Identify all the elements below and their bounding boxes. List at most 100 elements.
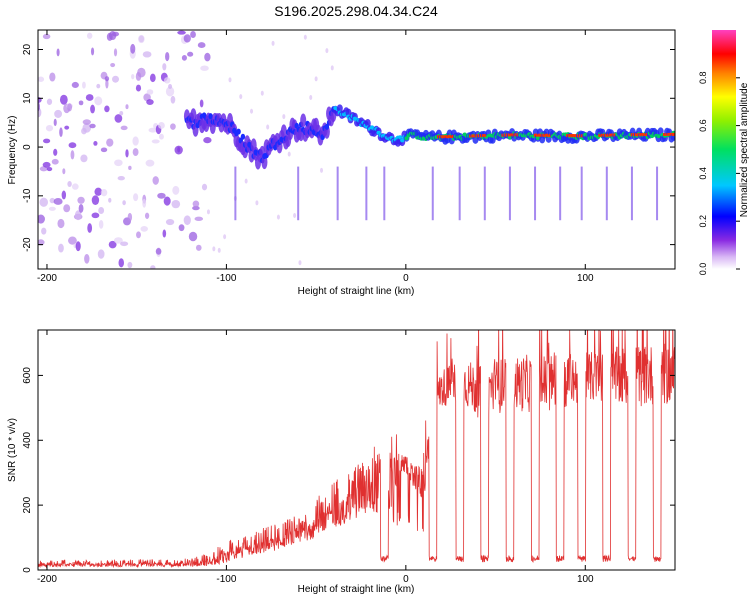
spectrogram-cell — [130, 43, 136, 54]
spectrogram-cell — [56, 48, 60, 57]
spectrogram-cell — [48, 206, 56, 211]
spectrogram-cell — [82, 119, 91, 125]
spectrogram-cell — [127, 261, 133, 269]
colorbar: 0.0 0.2 0.4 0.6 0.8 Normalized spectral ampl… — [698, 30, 750, 275]
spectrogram-cell — [142, 51, 152, 58]
spectrogram-cell — [400, 138, 405, 143]
spectrogram-cell — [112, 31, 120, 37]
x-tick-label: -100 — [216, 574, 236, 585]
spectrogram-streak — [630, 166, 633, 221]
spectrogram-cell — [98, 220, 104, 229]
spectrogram-cell — [208, 113, 213, 120]
spectrogram-cell — [46, 166, 53, 172]
spectrogram-cell — [303, 34, 307, 40]
spectrogram-cell — [85, 94, 94, 101]
spectrogram-cell — [93, 141, 98, 146]
spectrogram-ylabel: Frequency (Hz) — [7, 116, 18, 185]
spectrogram-cell — [62, 168, 66, 175]
spectrogram-cell — [118, 258, 124, 268]
spectrogram-cell — [174, 145, 183, 155]
spectrogram-cell — [309, 95, 313, 101]
spectrogram-streak — [508, 166, 511, 221]
spectrogram-cell — [148, 127, 158, 133]
colorbar-gradient — [712, 30, 736, 269]
spectrogram-cell — [58, 243, 64, 253]
spectrogram-cell — [276, 214, 280, 220]
spectrogram-cell — [183, 34, 191, 43]
spectrogram-cell — [146, 89, 154, 95]
spectrogram-cell — [190, 31, 196, 39]
spectrogram-cell — [192, 200, 200, 208]
spectrogram-cell — [113, 237, 123, 244]
spectrogram-cell — [78, 100, 84, 106]
spectrogram-cell — [114, 114, 123, 123]
spectrogram-cell — [643, 133, 648, 137]
spectrogram-cell — [90, 47, 95, 56]
spectrogram-cell — [108, 197, 112, 203]
spectrogram-cell — [145, 159, 155, 167]
spectrogram-cell — [137, 67, 146, 78]
spectrogram-cell — [162, 63, 167, 71]
spectrogram-cell — [42, 161, 51, 168]
spectrogram-cell — [77, 196, 85, 204]
y-tick-label: 10 — [22, 92, 33, 104]
spectrogram-cell — [206, 209, 210, 215]
spectrogram-cell — [158, 121, 165, 129]
y-tick-label: 400 — [22, 431, 33, 448]
spectrogram-cell — [120, 125, 128, 131]
spectrogram-cell — [136, 231, 141, 239]
spectrogram-cell — [364, 119, 371, 128]
spectrogram-cell — [87, 223, 93, 233]
spectrogram-streak — [580, 166, 583, 221]
snr-ylabel: SNR (10 * v/v) — [7, 418, 18, 482]
spectrogram-streak — [365, 166, 368, 221]
spectrogram-cell — [158, 133, 164, 140]
spectrogram-cell — [49, 72, 56, 82]
spectrogram-cell — [144, 212, 150, 219]
snr-axes: -200 -100 0 100 0 200 400 600 — [22, 330, 675, 585]
spectrogram-cell — [157, 192, 166, 199]
spectrogram-cell — [71, 183, 79, 190]
spectrogram-cell — [192, 205, 200, 211]
spectrogram-cell — [244, 178, 248, 184]
spectrogram-cell — [63, 204, 71, 213]
spectrogram-cell — [170, 95, 176, 104]
spectrogram-cell — [43, 138, 51, 144]
spectrogram-cell — [330, 65, 334, 71]
spectrogram-cell — [53, 118, 57, 127]
spectrogram-cell — [314, 76, 318, 82]
colorbar-tick-label: 0.8 — [698, 72, 708, 85]
spectrogram-streak — [559, 166, 562, 221]
spectrogram-cell — [195, 244, 202, 251]
spectrogram-cell — [228, 77, 232, 83]
spectrogram-cell — [212, 246, 216, 252]
spectrogram-cell — [64, 125, 70, 130]
spectrogram-cell — [197, 42, 206, 49]
spectrogram-cell — [271, 40, 275, 46]
spectrogram-cell — [250, 108, 254, 114]
spectrogram-cell — [104, 105, 110, 113]
spectrogram-cell — [100, 147, 108, 153]
spectrogram-cell — [53, 197, 63, 205]
spectrogram-cell — [293, 213, 297, 219]
spectrogram-cell — [671, 132, 675, 136]
spectrogram-cell — [105, 78, 109, 89]
spectrogram-cell — [255, 200, 259, 206]
spectrogram-cell — [181, 55, 187, 61]
spectrogram-cell — [113, 48, 118, 57]
spectrogram-cell — [639, 133, 644, 137]
spectrogram-cell — [41, 227, 47, 235]
spectrogram-cell — [261, 155, 268, 170]
spectrogram-cell — [133, 193, 139, 202]
x-tick-label: -100 — [216, 273, 236, 284]
spectrogram-cell — [280, 124, 287, 139]
spectrogram-cell — [165, 51, 170, 62]
spectrogram-streak — [534, 166, 537, 221]
spectrogram-cell — [447, 135, 452, 139]
x-tick-label: -200 — [37, 574, 57, 585]
spectrogram-cell — [39, 197, 48, 207]
spectrogram-cell — [119, 110, 124, 116]
spectrogram-cell — [112, 75, 120, 83]
